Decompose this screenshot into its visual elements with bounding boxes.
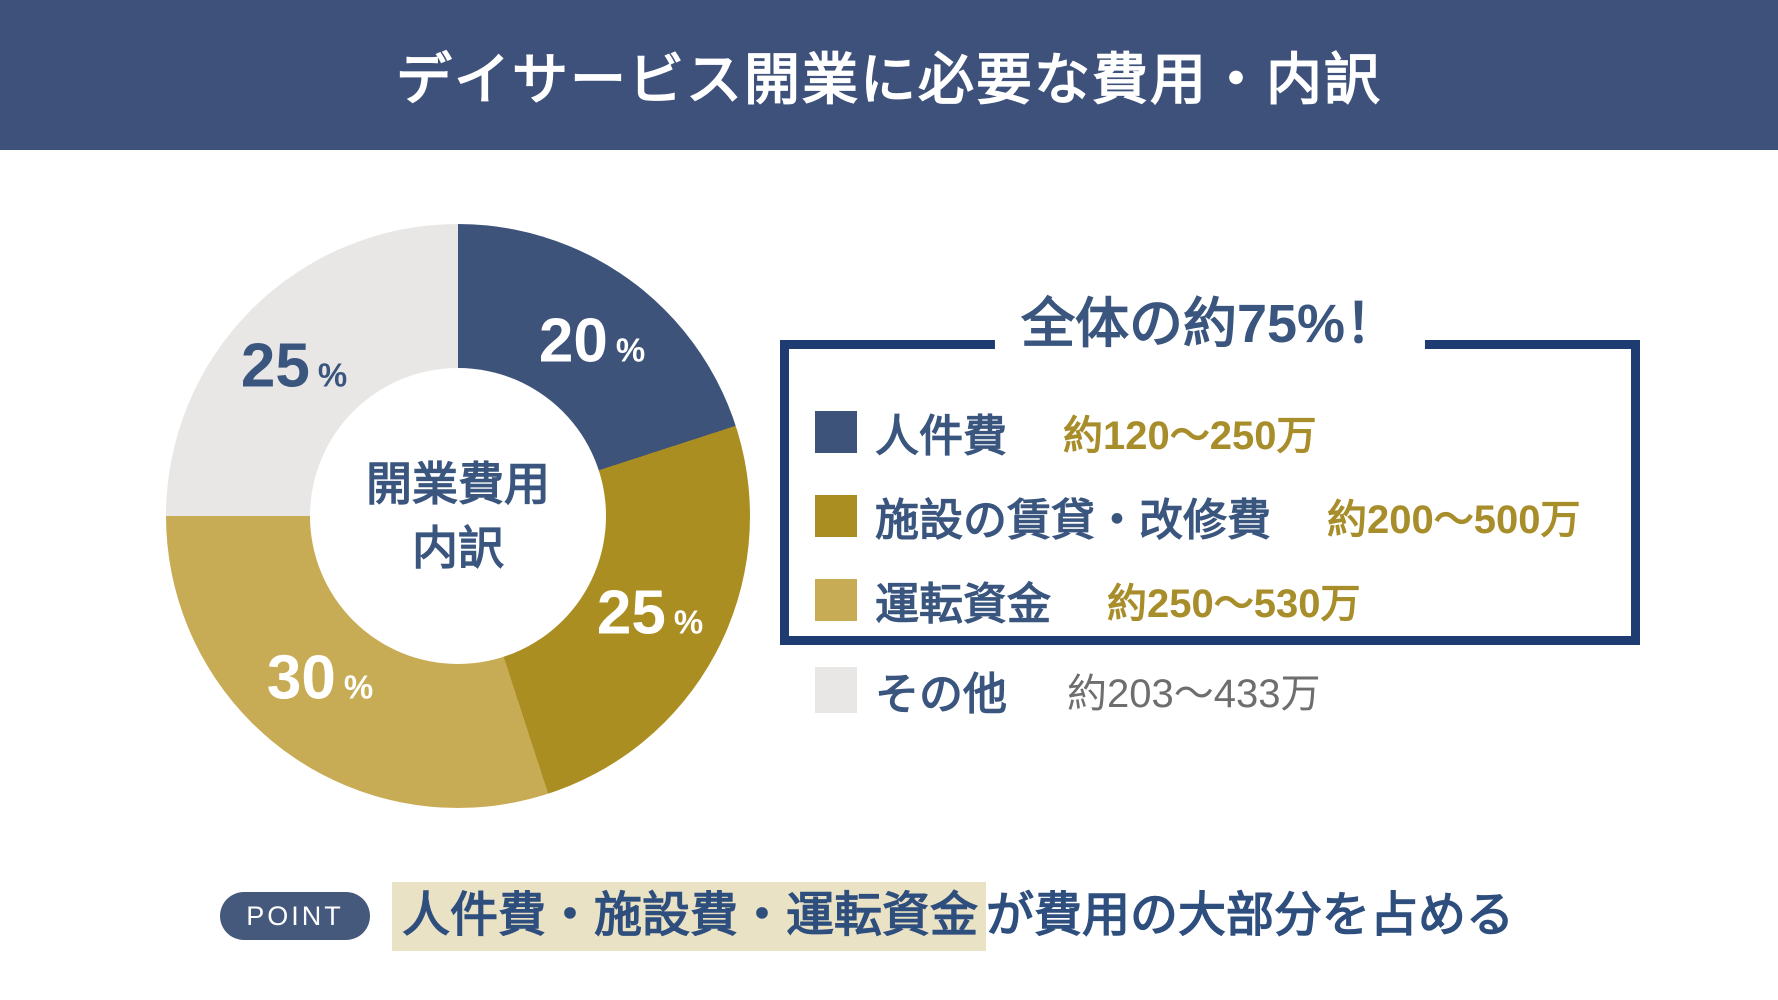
segment-label-sonota: 25%: [240, 331, 348, 401]
legend-swatch-sonota: [815, 667, 857, 713]
header-band: デイサービス開業に必要な費用・内訳: [0, 0, 1778, 150]
legend-row-jinkenhi: 人件費 約120〜250万: [815, 390, 1621, 474]
legend-range: 約203〜433万: [1067, 672, 1321, 716]
point-row: POINT 人件費・施設費・運転資金 が費用の大部分を占める: [220, 882, 1515, 951]
segment-label-jinkenhi: 20%: [538, 306, 646, 376]
donut-center-label-line2: 内訳: [412, 522, 504, 574]
legend-swatch-unten: [815, 579, 857, 621]
segment-label-unten: 30%: [266, 643, 374, 713]
page-title: デイサービス開業に必要な費用・内訳: [396, 47, 1382, 111]
legend-rows: 人件費 約120〜250万 施設の賃貸・改修費 約200〜500万 運転資金 約…: [815, 349, 1621, 642]
donut-center: 開業費用 内訳: [310, 368, 606, 664]
legend-label: 人件費: [875, 412, 1007, 461]
legend-swatch-shisetsu: [815, 495, 857, 537]
legend-callout-box: 全体の約75%！ 人件費 約120〜250万 施設の賃貸・改修費 約200〜50…: [780, 291, 1640, 645]
legend-label: 施設の賃貸・改修費: [875, 496, 1271, 545]
legend-label: 運転資金: [875, 580, 1051, 629]
legend-range: 約250〜530万: [1107, 582, 1361, 626]
donut-chart: 開業費用 内訳: [166, 224, 750, 808]
legend-row-sonota: その他 約203〜433万: [815, 664, 1321, 719]
donut-center-label-line1: 開業費用: [366, 458, 550, 510]
legend-label: その他: [875, 670, 1007, 719]
callout-title: 全体の約75%！: [994, 291, 1426, 357]
point-badge: POINT: [220, 892, 370, 940]
segment-label-shisetsu: 25%: [596, 578, 704, 648]
point-text-highlight: 人件費・施設費・運転資金: [392, 882, 987, 951]
point-badge-label: POINT: [246, 900, 344, 931]
legend-range: 約120〜250万: [1063, 414, 1317, 458]
point-text-rest: が費用の大部分を占める: [986, 889, 1515, 942]
legend-row-unten: 運転資金 約250〜530万: [815, 558, 1621, 642]
legend-row-shisetsu: 施設の賃貸・改修費 約200〜500万: [815, 474, 1621, 558]
point-text: 人件費・施設費・運転資金 が費用の大部分を占める: [392, 882, 1515, 951]
legend-swatch-jinkenhi: [815, 411, 857, 453]
legend-range: 約200〜500万: [1327, 498, 1581, 542]
